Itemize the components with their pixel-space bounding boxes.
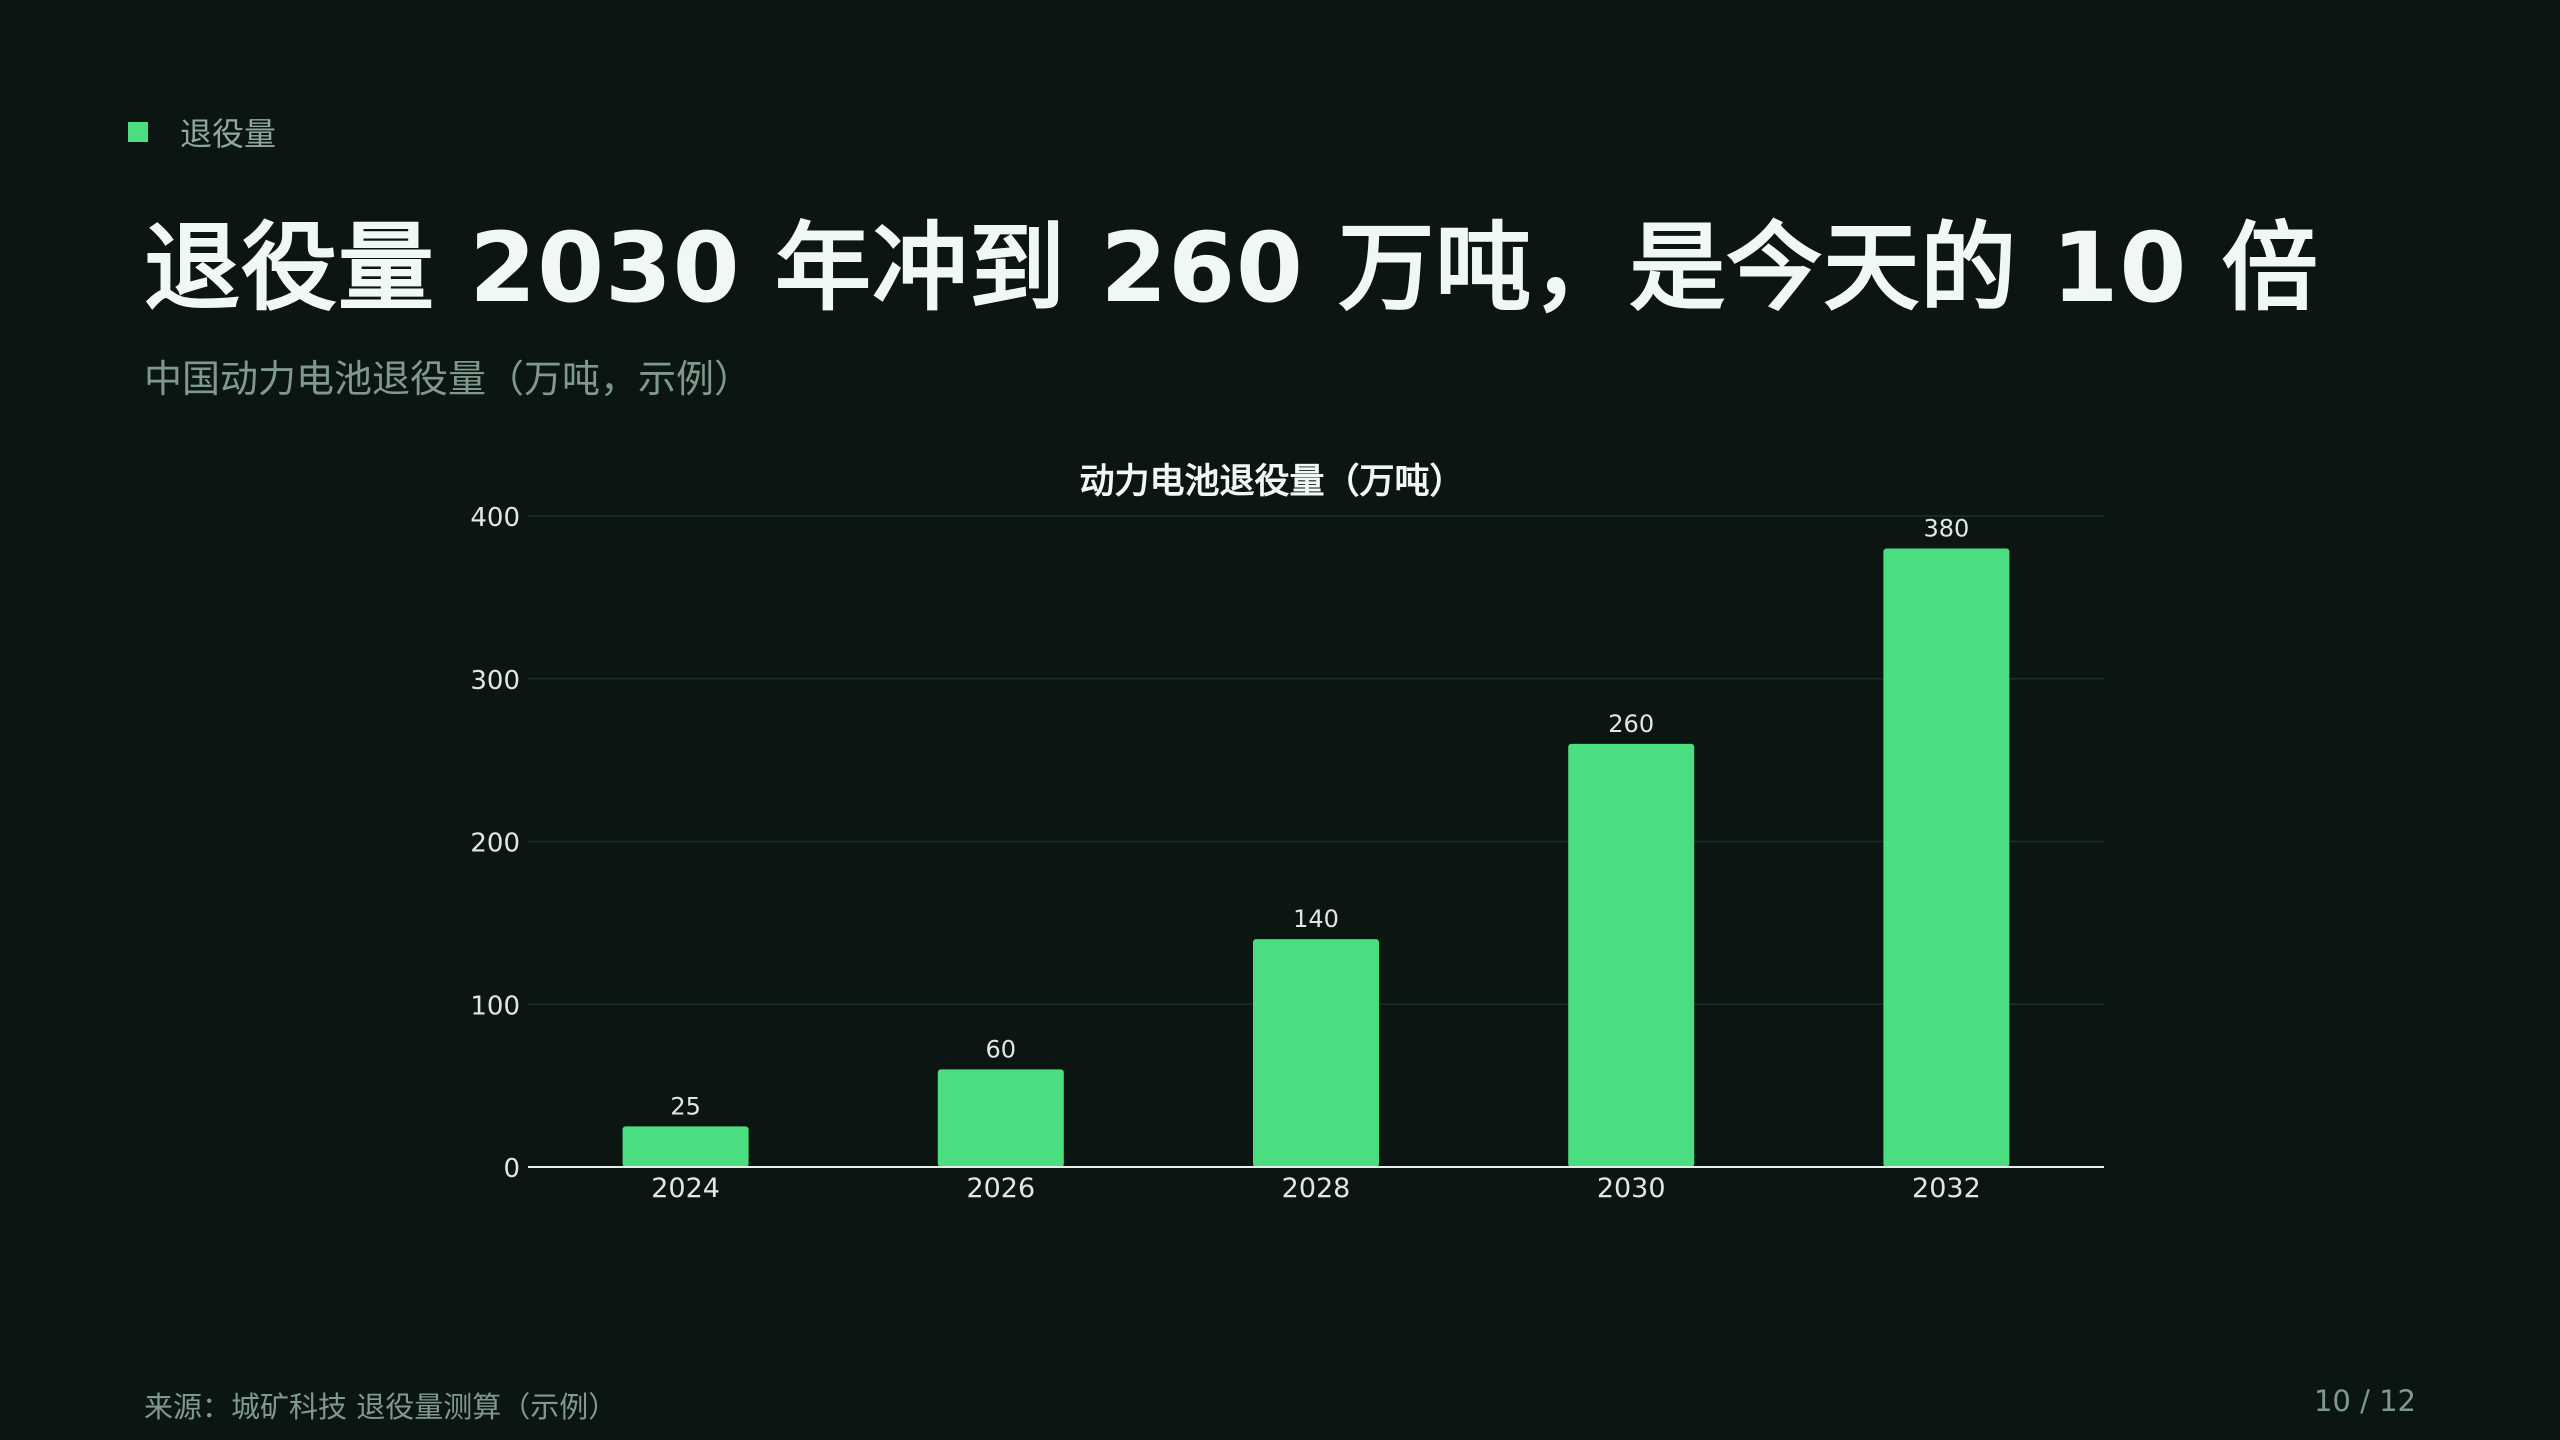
y-axis-ticks: 0 100 200 300 400 xyxy=(470,503,520,1184)
x-tick-label: 2028 xyxy=(1282,1173,1351,1204)
tag-square-icon xyxy=(128,122,148,142)
bar-value-label: 260 xyxy=(1608,710,1654,738)
y-tick-label: 200 xyxy=(470,829,520,859)
bar-value-label: 380 xyxy=(1923,515,1969,543)
x-tick-label: 2032 xyxy=(1912,1173,1981,1204)
bar-value-label: 140 xyxy=(1293,905,1339,933)
chart-title: 动力电池退役量（万吨） xyxy=(1079,462,1464,502)
bar xyxy=(622,1126,749,1167)
bar xyxy=(1253,939,1379,1167)
section-tag: 退役量 xyxy=(128,112,277,153)
bar xyxy=(937,1069,1064,1167)
footer-source: 来源：城矿科技 退役量测算（示例） xyxy=(144,1390,618,1424)
tag-label: 退役量 xyxy=(180,115,277,153)
bar-value-label: 60 xyxy=(986,1035,1017,1063)
bar xyxy=(1883,548,2010,1167)
bars xyxy=(622,548,2010,1167)
y-tick-label: 100 xyxy=(470,991,520,1021)
x-axis-ticks: 2024 2026 2028 2030 2032 xyxy=(651,1173,1981,1204)
x-tick-label: 2024 xyxy=(651,1173,720,1204)
x-tick-label: 2026 xyxy=(966,1173,1035,1204)
y-tick-label: 400 xyxy=(470,503,520,533)
page-number: 10 / 12 xyxy=(2313,1384,2416,1418)
data-labels: 25 60 140 260 380 xyxy=(670,515,1969,1121)
y-tick-label: 0 xyxy=(503,1154,520,1184)
bar xyxy=(1568,743,1695,1167)
bar-value-label: 25 xyxy=(670,1092,701,1120)
page-subtitle: 中国动力电池退役量（万吨，示例） xyxy=(144,357,753,401)
page-title: 退役量 2030 年冲到 260 万吨，是今天的 10 倍 xyxy=(144,212,2319,324)
y-tick-label: 300 xyxy=(470,666,520,696)
x-tick-label: 2030 xyxy=(1597,1173,1666,1204)
